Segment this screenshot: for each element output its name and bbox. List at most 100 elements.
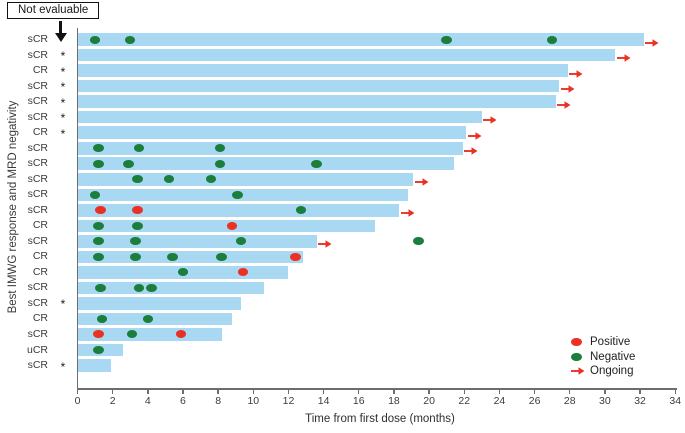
ongoing-arrow-icon xyxy=(645,35,659,53)
row-label: uCR xyxy=(26,343,48,356)
mrd-negative-dot xyxy=(133,283,145,292)
row-label: sCR xyxy=(27,33,48,46)
mrd-negative-dot xyxy=(311,159,322,168)
mrd-negative-dot xyxy=(93,237,104,246)
x-tick-label: 24 xyxy=(493,395,506,407)
row-label: sCR xyxy=(27,95,48,108)
x-tick-label: 28 xyxy=(563,395,576,407)
ongoing-arrow-icon xyxy=(557,97,571,115)
mrd-positive-dot xyxy=(175,330,187,339)
mrd-negative-dot xyxy=(216,252,227,261)
not-evaluable-asterisk: * xyxy=(60,359,66,374)
row-label: sCR xyxy=(27,359,48,372)
legend-item-ongoing: Ongoing xyxy=(571,364,635,378)
mrd-negative-dot xyxy=(95,283,106,292)
swimmer-bar xyxy=(77,48,616,62)
row-label: sCR xyxy=(27,327,48,340)
x-tick xyxy=(604,389,606,394)
mrd-negative-dot xyxy=(123,159,134,168)
swimmer-bar xyxy=(77,110,482,124)
row-label: CR xyxy=(32,126,48,139)
mrd-positive-dot xyxy=(226,221,238,230)
legend-label: Positive xyxy=(590,336,631,348)
swimmer-bar xyxy=(77,204,400,217)
row-label: sCR xyxy=(27,79,48,92)
x-tick-label: 16 xyxy=(352,395,365,407)
mrd-negative-dot xyxy=(96,314,108,323)
mrd-positive-dot xyxy=(290,252,301,261)
row-label: sCR xyxy=(27,141,48,154)
mrd-negative-dot xyxy=(235,237,247,246)
mrd-negative-dot xyxy=(214,159,226,168)
x-tick xyxy=(533,389,536,394)
ongoing-arrow-icon xyxy=(400,205,415,223)
ongoing-arrow-icon xyxy=(464,143,478,161)
swimmer-bar xyxy=(77,126,467,139)
mrd-negative-dot xyxy=(133,144,145,153)
x-tick-label: 26 xyxy=(528,395,541,407)
x-tick-label: 30 xyxy=(599,395,611,407)
x-tick xyxy=(569,389,571,394)
row-label: sCR xyxy=(27,203,48,216)
ongoing-arrow-icon xyxy=(571,366,586,376)
not-evaluable-asterisk: * xyxy=(60,64,66,79)
x-tick xyxy=(182,389,184,394)
not-evaluable-asterisk: * xyxy=(60,80,66,95)
mrd-negative-dot xyxy=(126,330,138,339)
x-tick xyxy=(287,389,290,394)
mrd-positive-dot xyxy=(237,268,248,277)
positive-dot-icon xyxy=(571,338,586,346)
mrd-positive-dot xyxy=(95,206,106,215)
mrd-positive-dot xyxy=(132,206,143,215)
row-label: sCR xyxy=(27,281,48,294)
mrd-negative-dot xyxy=(89,35,101,44)
x-tick-label: 12 xyxy=(282,395,295,407)
row-label: sCR xyxy=(27,157,48,170)
x-tick xyxy=(217,389,219,394)
x-axis-title: Time from first dose (months) xyxy=(305,413,455,425)
row-label: CR xyxy=(32,265,48,278)
x-axis-line xyxy=(76,388,677,390)
row-label: sCR xyxy=(27,172,48,185)
legend-item-positive: Positive xyxy=(571,335,635,349)
mrd-positive-dot xyxy=(93,330,104,339)
x-tick xyxy=(252,389,254,394)
x-tick-label: 6 xyxy=(180,395,186,407)
x-tick xyxy=(639,389,641,394)
ongoing-arrow-icon xyxy=(467,128,482,146)
not-evaluable-asterisk: * xyxy=(60,95,66,110)
not-evaluable-asterisk: * xyxy=(60,111,66,126)
swimmer-bar xyxy=(77,297,241,310)
mrd-negative-dot xyxy=(177,268,189,277)
row-label: CR xyxy=(32,64,48,77)
legend-label: Ongoing xyxy=(590,365,634,377)
mrd-negative-dot xyxy=(89,190,101,199)
x-tick-label: 10 xyxy=(247,395,260,407)
legend: Positive Negative Ongoing xyxy=(571,335,635,379)
mrd-negative-dot xyxy=(142,314,154,323)
y-axis-line xyxy=(76,28,79,389)
row-label: sCR xyxy=(27,48,48,61)
x-tick-label: 14 xyxy=(317,395,330,407)
x-tick-label: 22 xyxy=(458,395,471,407)
x-tick-label: 18 xyxy=(388,395,400,407)
x-tick-label: 2 xyxy=(109,395,116,407)
x-tick xyxy=(147,389,149,394)
x-tick xyxy=(498,389,501,394)
mrd-negative-dot xyxy=(167,252,178,261)
not-evaluable-annotation-box: Not evaluable xyxy=(7,2,100,19)
mrd-negative-dot xyxy=(146,283,157,292)
swimmer-bar xyxy=(77,312,233,326)
mrd-negative-dot xyxy=(93,252,104,261)
ongoing-arrow-icon xyxy=(483,112,497,130)
not-evaluable-arrowhead-icon xyxy=(54,33,67,42)
ongoing-arrow-icon xyxy=(560,81,575,99)
row-label: CR xyxy=(32,312,48,325)
ongoing-arrow-icon xyxy=(569,66,583,84)
swimmer-bar xyxy=(77,79,560,93)
swimmer-bar xyxy=(77,141,463,155)
swimmer-bar xyxy=(77,64,568,77)
mrd-negative-dot xyxy=(441,35,452,44)
x-tick-label: 34 xyxy=(669,395,682,407)
mrd-negative-dot xyxy=(130,252,141,261)
